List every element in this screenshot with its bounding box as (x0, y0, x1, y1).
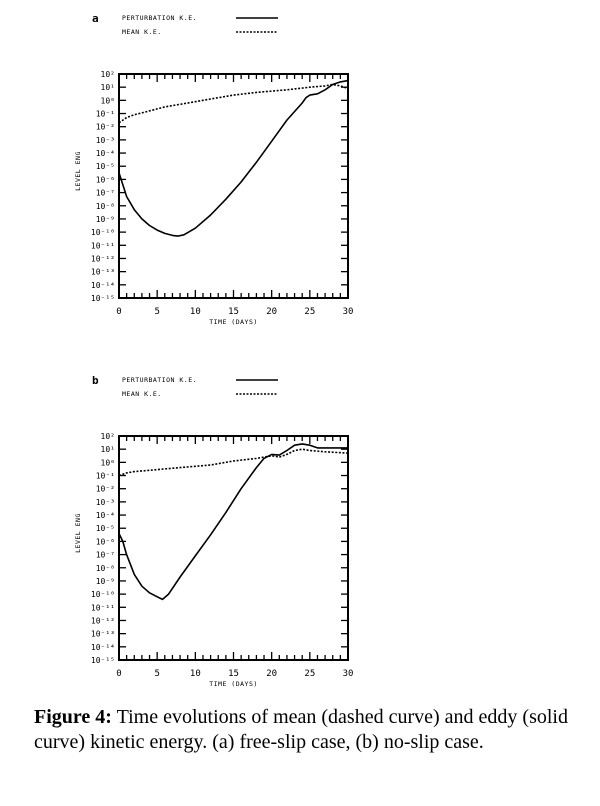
x-tick-label: 30 (343, 307, 354, 317)
y-tick-label: 10⁻¹³ (91, 268, 115, 277)
y-axis-label: LEVEL ENG (74, 513, 82, 553)
x-tick-label: 30 (343, 669, 354, 679)
y-tick-label: 10⁻¹⁰ (91, 228, 115, 237)
y-tick-label: 10¹ (101, 445, 115, 454)
y-axis-label: LEVEL ENG (74, 151, 82, 191)
y-tick-label: 10¹ (101, 83, 115, 92)
y-tick-label: 10⁻⁶ (96, 537, 115, 546)
x-tick-label: 25 (304, 669, 315, 679)
perturbation-ke-line (118, 79, 349, 237)
y-tick-label: 10⁻¹⁵ (91, 656, 115, 665)
y-tick-label: 10² (101, 70, 115, 79)
mean-ke-line (118, 448, 349, 477)
x-tick-label: 25 (304, 307, 315, 317)
x-tick-label: 20 (266, 307, 277, 317)
plot-frame (118, 435, 349, 661)
y-tick-label: 10⁻⁴ (96, 511, 115, 520)
legend-label: PERTURBATION K.E. (122, 376, 197, 384)
y-tick-label: 10⁻⁴ (96, 149, 115, 158)
y-tick-label: 10⁻¹ (96, 472, 115, 481)
x-axis-label: TIME (DAYS) (209, 680, 258, 688)
y-tick-label: 10⁻⁷ (96, 551, 115, 560)
y-tick-label: 10⁻¹¹ (91, 603, 115, 612)
x-tick-label: 20 (266, 669, 277, 679)
y-tick-label: 10⁻¹⁰ (91, 590, 115, 599)
y-tick-label: 10⁻⁶ (96, 175, 115, 184)
x-tick-label: 5 (154, 669, 159, 679)
y-tick-label: 10⁻¹⁵ (91, 294, 115, 303)
x-tick-label: 10 (190, 307, 201, 317)
caption-label: Figure 4: (34, 706, 112, 728)
chart-a: a PERTURBATION K.E. MEAN K.E. 0 5 10 15 20 25 30 T… (74, 12, 354, 326)
chart-b: b PERTURBATION K.E. MEAN K.E. 0 5 10 15 20 25 30 T… (74, 374, 354, 688)
y-tick-label: 10⁻¹⁴ (91, 643, 115, 652)
y-tick-label: 10⁻⁹ (96, 577, 115, 586)
panel-label: a (92, 12, 99, 25)
y-tick-label: 10⁰ (101, 458, 115, 467)
y-tick-label: 10⁻³ (96, 498, 115, 507)
mean-ke-line (118, 83, 349, 124)
legend-label: PERTURBATION K.E. (122, 14, 197, 22)
y-tick-label: 10⁻² (96, 123, 115, 132)
caption-text: Time evolutions of mean (dashed curve) a… (34, 706, 568, 753)
figure-caption: Figure 4: Time evolutions of mean (dashe… (34, 705, 594, 755)
y-tick-label: 10⁻¹³ (91, 630, 115, 639)
plot-frame (118, 73, 349, 299)
legend-label: MEAN K.E. (122, 28, 162, 36)
y-tick-label: 10⁻¹¹ (91, 241, 115, 250)
y-tick-label: 10⁻¹ (96, 110, 115, 119)
x-tick-label: 15 (228, 669, 239, 679)
perturbation-ke-line (118, 443, 348, 601)
y-tick-label: 10⁻⁸ (96, 564, 115, 573)
y-tick-label: 10⁻¹⁴ (91, 281, 115, 290)
y-tick-label: 10⁻⁸ (96, 202, 115, 211)
x-tick-label: 10 (190, 669, 201, 679)
panel-label: b (92, 374, 99, 387)
x-tick-label: 5 (154, 307, 159, 317)
y-tick-label: 10⁻² (96, 485, 115, 494)
x-tick-label: 15 (228, 307, 239, 317)
y-tick-label: 10⁻⁵ (96, 524, 115, 533)
x-tick-label: 0 (116, 669, 121, 679)
y-tick-label: 10⁻⁹ (96, 215, 115, 224)
y-tick-label: 10⁻⁷ (96, 189, 115, 198)
x-axis-label: TIME (DAYS) (209, 318, 258, 326)
x-tick-label: 0 (116, 307, 121, 317)
y-tick-label: 10⁻¹² (91, 254, 115, 263)
y-tick-label: 10⁻¹² (91, 616, 115, 625)
y-tick-label: 10⁻³ (96, 136, 115, 145)
legend-label: MEAN K.E. (122, 390, 162, 398)
y-tick-label: 10⁰ (101, 96, 115, 105)
y-tick-label: 10² (101, 432, 115, 441)
y-tick-label: 10⁻⁵ (96, 162, 115, 171)
